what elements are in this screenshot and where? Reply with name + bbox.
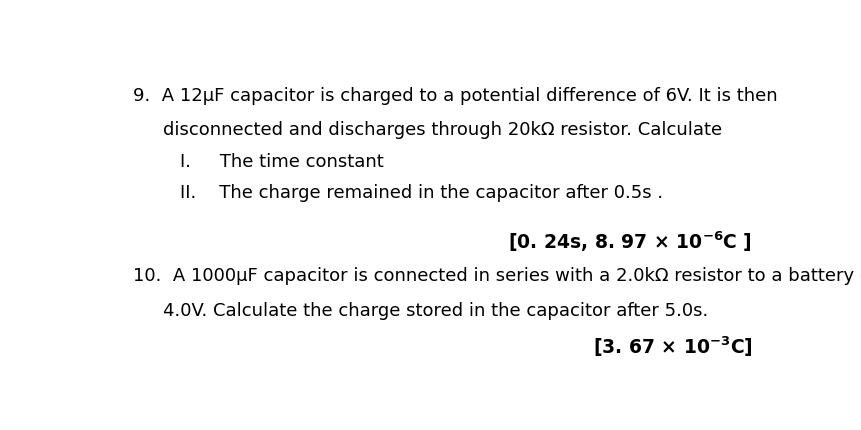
Text: [0. 24s, 8. 97 × 10$\mathbf{^{-6}}$C ]: [0. 24s, 8. 97 × 10$\mathbf{^{-6}}$C ] — [508, 229, 752, 254]
Text: II.    The charge remained in the capacitor after 0.5s .: II. The charge remained in the capacitor… — [180, 184, 662, 202]
Text: [3. 67 × 10$\mathbf{^{-3}}$C]: [3. 67 × 10$\mathbf{^{-3}}$C] — [592, 334, 752, 358]
Text: 9.  A 12μF capacitor is charged to a potential difference of 6V. It is then: 9. A 12μF capacitor is charged to a pote… — [133, 86, 777, 104]
Text: 10.  A 1000μF capacitor is connected in series with a 2.0kΩ resistor to a batter: 10. A 1000μF capacitor is connected in s… — [133, 267, 861, 285]
Text: I.     The time constant: I. The time constant — [180, 153, 383, 171]
Text: disconnected and discharges through 20kΩ resistor. Calculate: disconnected and discharges through 20kΩ… — [163, 121, 721, 139]
Text: 4.0V. Calculate the charge stored in the capacitor after 5.0s.: 4.0V. Calculate the charge stored in the… — [163, 301, 707, 319]
